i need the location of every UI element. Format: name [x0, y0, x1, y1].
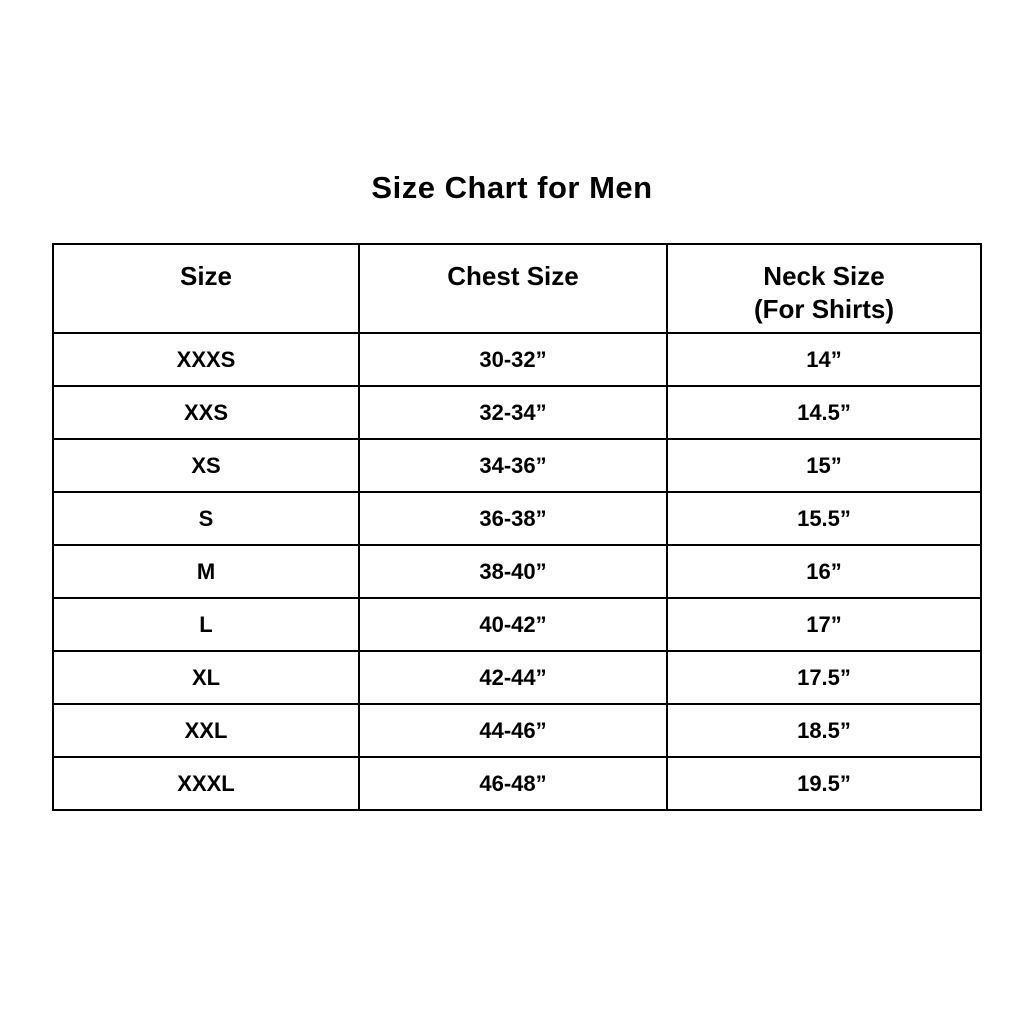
table-row: L 40-42” 17”	[52, 597, 982, 652]
column-header-neck-size-label: Neck Size	[763, 261, 885, 291]
size-cell: L	[52, 597, 360, 652]
neck-size-cell: 14”	[666, 332, 982, 387]
table-row: XS 34-36” 15”	[52, 438, 982, 493]
chest-size-cell: 42-44”	[358, 650, 668, 705]
neck-size-cell: 16”	[666, 544, 982, 599]
chest-size-cell: 32-34”	[358, 385, 668, 440]
size-cell: XXS	[52, 385, 360, 440]
neck-size-cell: 15”	[666, 438, 982, 493]
size-cell: XL	[52, 650, 360, 705]
neck-size-cell: 14.5”	[666, 385, 982, 440]
table-row: XXXS 30-32” 14”	[52, 332, 982, 387]
neck-size-cell: 18.5”	[666, 703, 982, 758]
chest-size-cell: 44-46”	[358, 703, 668, 758]
size-cell: XS	[52, 438, 360, 493]
table-row: M 38-40” 16”	[52, 544, 982, 599]
chest-size-cell: 38-40”	[358, 544, 668, 599]
column-header-neck-size-sublabel: (For Shirts)	[753, 293, 895, 324]
column-header-neck-size: Neck Size (For Shirts)	[666, 243, 982, 334]
size-cell: XXL	[52, 703, 360, 758]
column-header-size: Size	[52, 243, 360, 334]
neck-size-cell: 15.5”	[666, 491, 982, 546]
table-row: XXXL 46-48” 19.5”	[52, 756, 982, 811]
size-cell: S	[52, 491, 360, 546]
chest-size-cell: 34-36”	[358, 438, 668, 493]
table-body: XXXS 30-32” 14” XXS 32-34” 14.5” XS 34-3…	[52, 332, 982, 811]
neck-size-cell: 19.5”	[666, 756, 982, 811]
size-cell: M	[52, 544, 360, 599]
chest-size-cell: 40-42”	[358, 597, 668, 652]
chest-size-cell: 46-48”	[358, 756, 668, 811]
column-header-size-label: Size	[179, 261, 233, 291]
column-header-chest-size-label: Chest Size	[447, 261, 579, 291]
table-row: XL 42-44” 17.5”	[52, 650, 982, 705]
size-cell: XXXL	[52, 756, 360, 811]
size-chart-table: Size Chest Size Neck Size (For Shirts) X…	[52, 243, 982, 811]
page-title: Size Chart for Men	[371, 170, 653, 205]
chest-size-cell: 36-38”	[358, 491, 668, 546]
table-row: XXL 44-46” 18.5”	[52, 703, 982, 758]
chest-size-cell: 30-32”	[358, 332, 668, 387]
table-header-row: Size Chest Size Neck Size (For Shirts)	[52, 243, 982, 334]
table-row: XXS 32-34” 14.5”	[52, 385, 982, 440]
neck-size-cell: 17”	[666, 597, 982, 652]
table-row: S 36-38” 15.5”	[52, 491, 982, 546]
column-header-chest-size: Chest Size	[358, 243, 668, 334]
size-cell: XXXS	[52, 332, 360, 387]
neck-size-cell: 17.5”	[666, 650, 982, 705]
